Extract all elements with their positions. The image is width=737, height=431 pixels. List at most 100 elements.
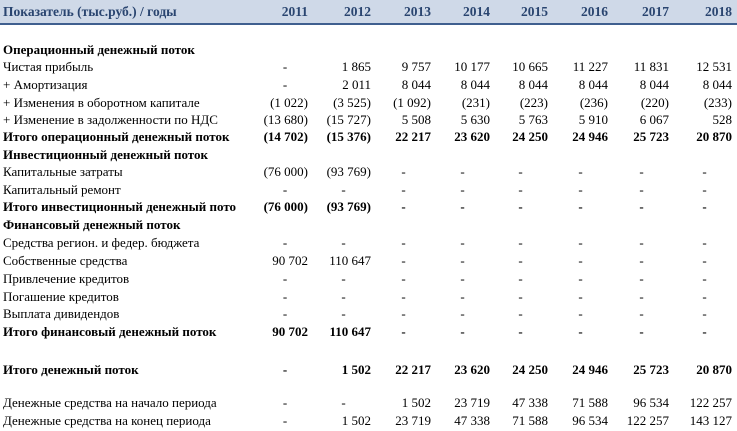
row-label: Капитальные затраты: [3, 164, 123, 179]
table-cell: -: [401, 271, 406, 286]
table-cell: 8 044: [578, 77, 608, 92]
table-cell: -: [518, 306, 523, 321]
table-cell: -: [639, 199, 644, 214]
table-cell: 12 531: [696, 59, 732, 74]
table-cell: -: [282, 395, 288, 410]
table-cell: -: [518, 164, 523, 179]
table-cell: 96 534: [572, 413, 608, 428]
table-cell: 20 870: [696, 362, 732, 377]
table-cell: -: [702, 289, 707, 304]
table-cell: 96 534: [633, 395, 669, 410]
table-cell: 22 217: [395, 362, 431, 377]
table-cell: -: [282, 182, 288, 197]
table-cell: -: [639, 289, 644, 304]
table-cell: -: [282, 362, 288, 377]
table-cell: (93 769): [326, 164, 371, 179]
table-cell: (15 727): [326, 112, 371, 127]
table-cell: 24 946: [572, 362, 608, 377]
table-cell: -: [460, 164, 465, 179]
row-label: Чистая прибыль: [3, 59, 94, 74]
table-cell: 1 502: [341, 413, 371, 428]
table-cell: 23 620: [454, 362, 490, 377]
table-cell: -: [578, 182, 583, 197]
table-cell: -: [401, 235, 406, 250]
table-cell: -: [401, 289, 406, 304]
table-cell: 8 044: [518, 77, 548, 92]
table-cell: (231): [461, 95, 490, 110]
table-cell: -: [460, 235, 465, 250]
table-cell: (3 525): [333, 95, 371, 110]
row-label: Итого инвестиционный денежный пото: [3, 199, 237, 214]
table-cell: 9 757: [401, 59, 431, 74]
table-cell: -: [282, 289, 288, 304]
table-cell: -: [401, 182, 406, 197]
table-header: Показатель (тыс.руб.) / годы 2011 2012 2…: [0, 0, 737, 25]
table-row: Итого финансовый денежный поток 90 702 110…: [0, 323, 737, 340]
header-year: 2013: [404, 4, 431, 19]
row-label: Денежные средства на начало периода: [3, 395, 217, 410]
table-cell: 1 502: [401, 395, 431, 410]
table-cell: (223): [519, 95, 548, 110]
table-cell: 8 044: [702, 77, 732, 92]
table-cell: 5 763: [518, 112, 548, 127]
table-cell: -: [341, 271, 346, 286]
row-label: Денежные средства на конец периода: [3, 413, 211, 428]
table-cell: -: [639, 164, 644, 179]
row-label: + Изменение в задолженности по НДС: [3, 112, 218, 127]
table-cell: 24 946: [572, 129, 608, 144]
table-row: Собственные средства 90 702 110 647 - - - - - -: [0, 252, 737, 269]
table-cell: -: [702, 235, 707, 250]
table-cell: (14 702): [263, 129, 308, 144]
table-cell: -: [578, 199, 583, 214]
row-label: Инвестиционный денежный поток: [3, 147, 208, 162]
table-cell: (220): [640, 95, 669, 110]
table-cell: 10 665: [512, 59, 548, 74]
header-year: 2012: [344, 4, 371, 19]
table-row: Итого инвестиционный денежный пото (76 00…: [0, 198, 737, 215]
row-label: Капитальный ремонт: [3, 182, 121, 197]
table-cell: 47 338: [454, 413, 490, 428]
table-cell: -: [282, 413, 288, 428]
row-label: Финансовый денежный поток: [3, 217, 181, 232]
table-cell: 25 723: [633, 362, 669, 377]
table-cell: -: [578, 164, 583, 179]
table-cell: -: [401, 324, 406, 339]
table-cell: -: [282, 306, 288, 321]
header-year: 2011: [281, 4, 308, 19]
table-cell: -: [578, 253, 583, 268]
header-label: Показатель (тыс.руб.) / годы: [3, 4, 177, 19]
table-cell: 5 508: [401, 112, 431, 127]
table-cell: -: [401, 253, 406, 268]
table-cell: -: [341, 306, 346, 321]
table-cell: 47 338: [512, 395, 548, 410]
table-cell: 11 831: [633, 59, 669, 74]
table-cell: 71 588: [512, 413, 548, 428]
table-cell: -: [401, 164, 406, 179]
table-cell: 1 865: [341, 59, 371, 74]
table-cell: 25 723: [633, 129, 669, 144]
table-row: + Амортизация - 2 011 8 044 8 044 8 044 8 044 8…: [0, 76, 737, 93]
table-cell: -: [518, 271, 523, 286]
table-cell: 23 719: [395, 413, 431, 428]
table-cell: 22 217: [395, 129, 431, 144]
table-cell: 23 719: [454, 395, 490, 410]
table-cell: 8 044: [460, 77, 490, 92]
table-cell: -: [518, 182, 523, 197]
row-label: Операционный денежный поток: [3, 42, 195, 57]
table-row: Капитальный ремонт - - - - - - - -: [0, 181, 737, 198]
table-cell: 90 702: [272, 253, 308, 268]
table-cell: 143 127: [689, 413, 732, 428]
row-label: Итого операционный денежный поток: [3, 129, 230, 144]
table-cell: -: [639, 306, 644, 321]
table-cell: 24 250: [512, 362, 548, 377]
table-cell: 5 630: [460, 112, 490, 127]
table-row: Выплата дивидендов - - - - - - - -: [0, 305, 737, 322]
row-label: Итого денежный поток: [3, 362, 139, 377]
table-row: Итого операционный денежный поток (14 702…: [0, 128, 737, 145]
table-cell: -: [702, 271, 707, 286]
row-label: + Изменения в оборотном капитале: [3, 95, 200, 110]
table-cell: -: [578, 324, 583, 339]
table-cell: 2 011: [342, 77, 371, 92]
table-cell: -: [401, 199, 406, 214]
table-cell: -: [702, 324, 707, 339]
